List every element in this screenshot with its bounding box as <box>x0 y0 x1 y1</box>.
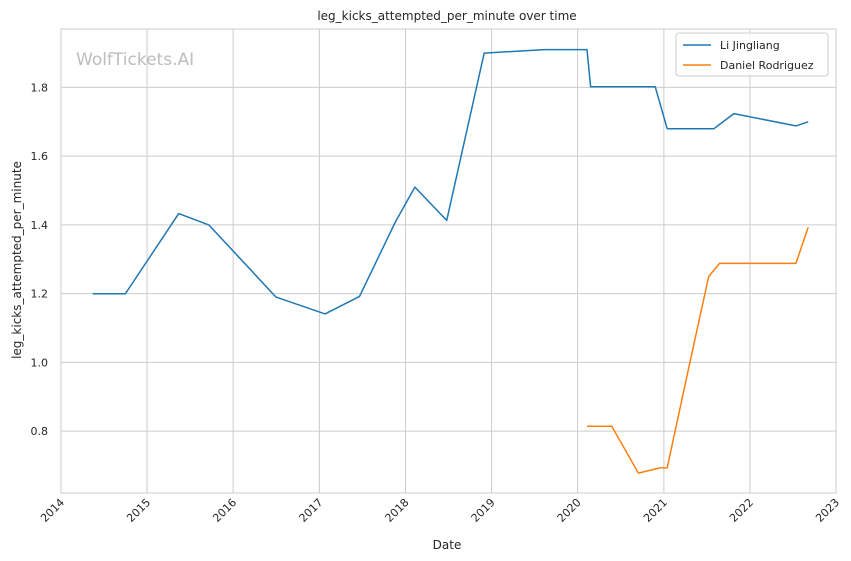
x-axis-label: Date <box>433 538 462 552</box>
x-tick-label: 2017 <box>297 496 326 525</box>
y-tick-label: 1.2 <box>31 288 49 301</box>
y-tick-label: 0.8 <box>31 425 49 438</box>
series-line-1 <box>587 227 809 474</box>
x-tick-label: 2020 <box>555 496 584 525</box>
y-axis-label: leg_kicks_attempted_per_minute <box>10 161 24 359</box>
watermark: WolfTickets.AI <box>76 50 194 70</box>
series-line-0 <box>92 48 809 315</box>
x-tick-label: 2016 <box>210 496 239 525</box>
x-tick-label: 2018 <box>383 496 412 525</box>
legend-label-1: Daniel Rodriguez <box>720 59 814 72</box>
plot-frame <box>60 28 837 494</box>
legend: Li Jingliang Daniel Rodriguez <box>675 32 829 77</box>
y-tick-labels: 0.8 1.0 1.2 1.4 1.6 1.8 <box>31 81 49 438</box>
x-tick-labels: 2014 2015 2016 2017 2018 2019 2020 2021 2022 2023 <box>38 496 842 525</box>
x-tick-label: 2019 <box>469 496 498 525</box>
y-tick-label: 1.6 <box>31 150 49 163</box>
x-tick-label: 2021 <box>641 496 670 525</box>
legend-label-0: Li Jingliang <box>720 39 780 52</box>
y-tick-label: 1.4 <box>31 219 49 232</box>
x-tick-label: 2014 <box>38 496 67 525</box>
legend-box <box>675 32 829 77</box>
series-lines <box>92 48 809 474</box>
y-tick-label: 1.8 <box>31 81 49 94</box>
y-tick-label: 1.0 <box>31 356 49 369</box>
chart-title: leg_kicks_attempted_per_minute over time <box>317 9 576 23</box>
x-tick-label: 2015 <box>124 496 153 525</box>
x-tick-label: 2023 <box>813 496 842 525</box>
x-tick-label: 2022 <box>727 496 756 525</box>
grid <box>60 29 837 493</box>
